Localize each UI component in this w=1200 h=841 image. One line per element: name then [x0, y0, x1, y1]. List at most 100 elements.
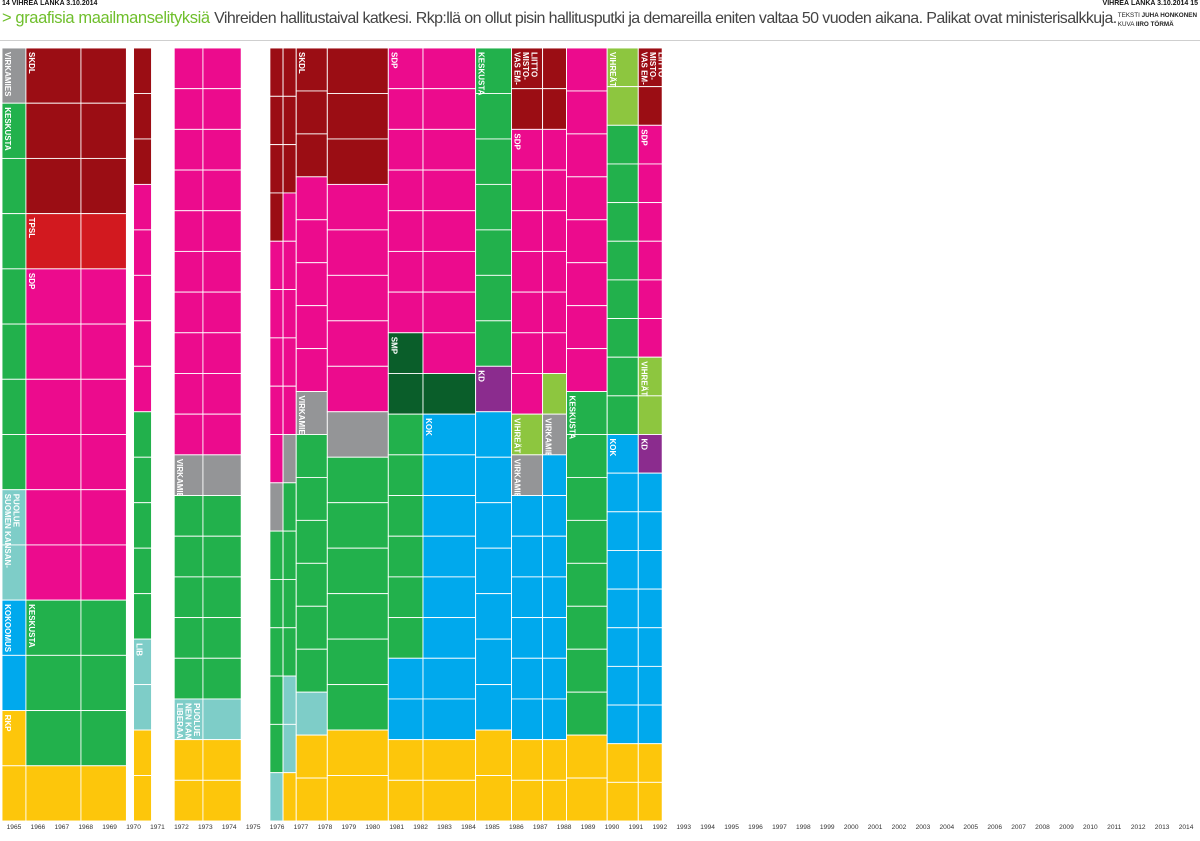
seat-block: [387, 535, 424, 578]
seat-block: [326, 93, 389, 140]
seat-block: [511, 698, 544, 741]
year-tick-label: 1974: [222, 824, 237, 831]
party-label-line: SMP: [389, 337, 398, 355]
seat-block: [25, 710, 82, 767]
party-label: SDP: [389, 52, 398, 69]
seat-block: [606, 163, 639, 204]
seat-block: [80, 654, 127, 712]
seat-block: [295, 562, 328, 607]
party-label-line: SDP: [512, 133, 521, 150]
seat-block: [637, 86, 663, 126]
seat-block: [269, 385, 284, 435]
seat-block: [475, 274, 512, 322]
seat-block: [422, 250, 477, 293]
seat-block: [542, 128, 567, 171]
party-label-line: MISTO-: [521, 52, 530, 80]
party-label-line: KESKUSTA: [27, 604, 36, 648]
seat-block: [422, 413, 477, 456]
seat-block: [511, 576, 544, 619]
party-label: KESKUSTA: [3, 107, 12, 151]
seat-block: [566, 47, 608, 92]
seat-block: [475, 138, 512, 185]
party-label: VIHREÄT: [639, 361, 648, 396]
seat-block: [422, 454, 477, 496]
seat-block: [25, 654, 82, 712]
seat-block: [542, 169, 567, 212]
seat-block: [269, 192, 284, 242]
seat-block: [173, 128, 204, 171]
seat-block: [475, 320, 512, 367]
party-label-line: LIB: [135, 643, 144, 656]
seat-block: [542, 291, 567, 334]
seat-block: [475, 547, 512, 595]
seat-block: [422, 210, 477, 252]
seat-block: [475, 93, 512, 140]
year-tick-label: 1980: [365, 824, 380, 831]
party-label: SMP: [389, 337, 398, 355]
party-label: VIHREÄT: [608, 52, 617, 87]
seat-block: [606, 240, 639, 281]
header-rule: [0, 40, 1200, 41]
seat-block: [475, 411, 512, 458]
party-label-line: KESKUSTA: [3, 107, 12, 151]
seat-block: [422, 617, 477, 659]
party-label: KESKUSTA: [27, 604, 36, 648]
seat-block: [637, 202, 663, 242]
party-label-line: PUOLUE: [12, 494, 21, 528]
seat-block: [387, 739, 424, 781]
seat-block: [80, 268, 127, 325]
seat-block: [511, 413, 544, 456]
seat-block: [133, 365, 152, 413]
seat-block: [173, 413, 204, 456]
seat-block: [80, 710, 127, 767]
seat-block: [25, 765, 82, 822]
year-tick-label: 1978: [318, 824, 333, 831]
seat-block: [173, 47, 204, 90]
party-label-line: VIHREÄT: [512, 418, 521, 453]
seat-block: [511, 210, 544, 252]
seat-block: [326, 365, 389, 413]
seat-block: [326, 547, 389, 595]
seat-block: [542, 88, 567, 130]
party-label-line: SKDL: [297, 52, 306, 74]
seat-block: [387, 128, 424, 171]
year-tick-label: 2013: [1155, 824, 1170, 831]
year-tick-label: 2004: [940, 824, 955, 831]
seat-block: [511, 291, 544, 334]
party-label-line: VIRKAMIES: [3, 52, 12, 97]
seat-block: [295, 476, 328, 521]
party-label: SDP: [27, 273, 36, 290]
year-tick-label: 1988: [557, 824, 572, 831]
seat-block: [606, 743, 639, 783]
seat-block: [133, 729, 152, 776]
year-tick-label: 2003: [916, 824, 931, 831]
party-label-line: SDP: [639, 129, 648, 146]
seat-block: [80, 599, 127, 656]
seat-block: [422, 128, 477, 171]
seat-block: [422, 88, 477, 130]
seat-block: [282, 482, 297, 532]
seat-block: [387, 250, 424, 293]
seat-block: [173, 535, 204, 578]
seat-block: [637, 704, 663, 745]
seat-block: [542, 779, 567, 822]
seat-block: [173, 169, 204, 212]
seat-block: [25, 378, 82, 435]
seat-block: [566, 691, 608, 736]
party-label-line: LIBERAALI-: [175, 703, 184, 749]
seat-block: [326, 593, 389, 640]
seat-block: [1, 157, 27, 215]
party-label: KD: [477, 370, 486, 382]
seat-block: [606, 588, 639, 629]
year-tick-label: 1972: [174, 824, 189, 831]
seat-block: [387, 698, 424, 741]
seat-block: [637, 318, 663, 358]
party-label-line: VIRKAMIES: [175, 459, 184, 504]
seat-block: [475, 775, 512, 822]
year-tick-label: 1983: [437, 824, 452, 831]
credit-text-name: JUHA HONKONEN: [1141, 12, 1197, 19]
seat-block: [566, 648, 608, 693]
year-tick-label: 1992: [652, 824, 667, 831]
party-label-line: KOKOOMUS: [3, 604, 12, 653]
seat-block: [606, 627, 639, 667]
